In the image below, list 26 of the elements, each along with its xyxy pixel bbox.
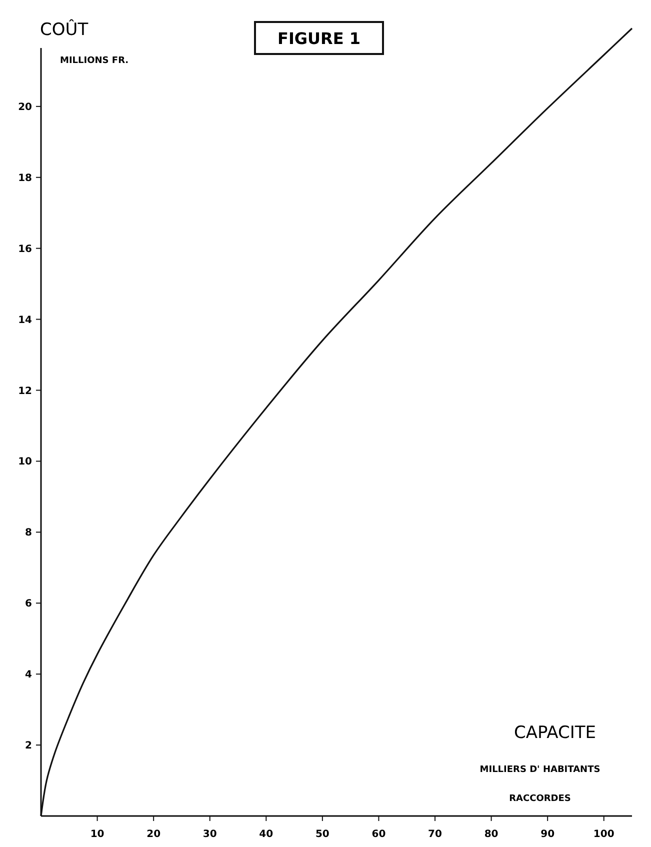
y-tick-label: 10 [18, 456, 32, 468]
y-tick-label: 16 [18, 244, 32, 255]
annotation: RACCORDES [509, 794, 571, 804]
y-tick-label: 18 [18, 172, 32, 184]
x-axis-title: CAPACITE [514, 723, 596, 743]
x-tick-label: 60 [372, 829, 386, 840]
y-tick-label: 14 [18, 314, 32, 326]
y-tick-label: 8 [25, 528, 32, 539]
x-tick-label: 100 [593, 829, 614, 840]
y-tick-label: 20 [18, 102, 32, 113]
y-tick-label: 6 [25, 598, 32, 610]
x-tick-label: 90 [540, 829, 555, 840]
text: FIGURE 1 [278, 29, 360, 48]
x-tick-label: 50 [315, 829, 330, 840]
x-tick-label: 40 [259, 829, 274, 840]
y-tick-label: 12 [18, 386, 32, 397]
y-tick-label: 2 [25, 740, 32, 752]
annotation: MILLIERS D' HABITANTS [480, 765, 600, 775]
x-tick-label: 10 [90, 829, 104, 840]
y-tick-label: 4 [25, 670, 32, 681]
x-tick-label: 70 [428, 829, 442, 840]
annotation: MILLIONS FR. [60, 56, 129, 66]
x-tick-label: 30 [202, 829, 217, 840]
x-tick-label: 20 [146, 829, 161, 840]
x-tick-label: 80 [484, 829, 498, 840]
y-axis-title: COÛT [40, 19, 89, 40]
